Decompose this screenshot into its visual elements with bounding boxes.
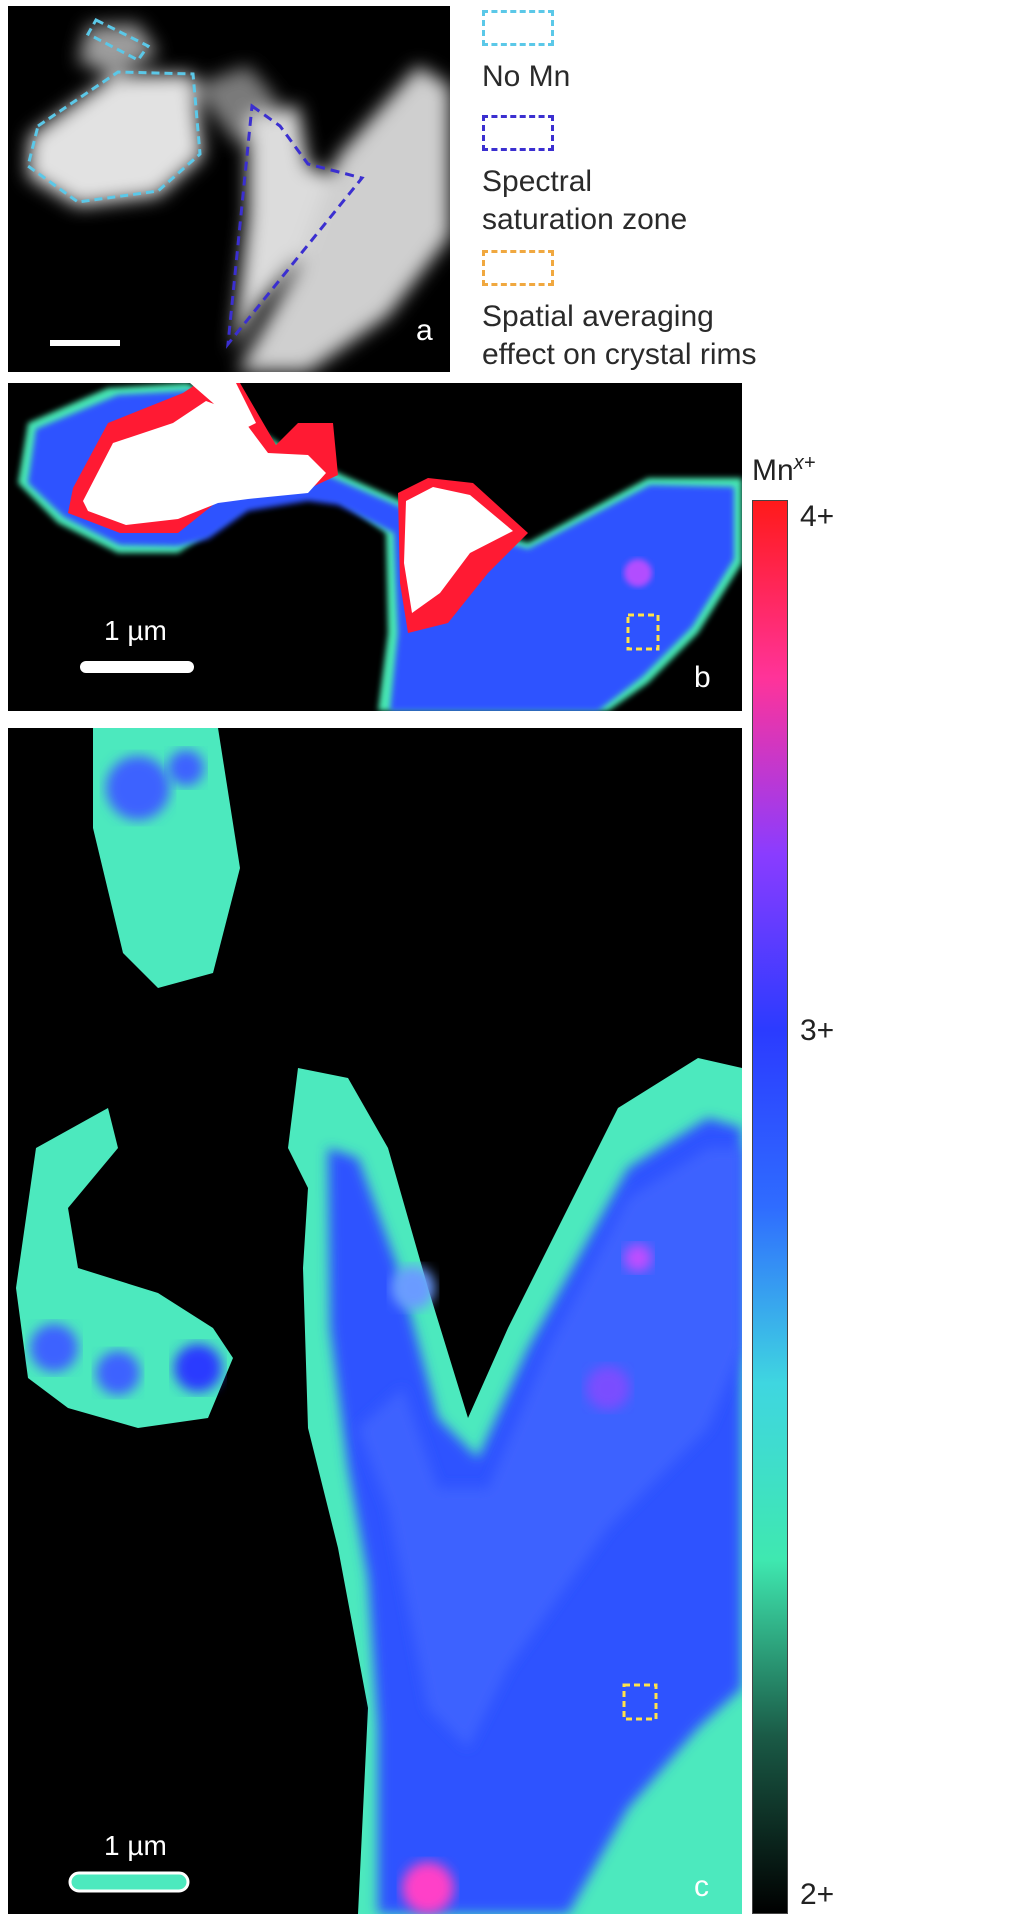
scale-label-c: 1 µm [104, 1830, 167, 1861]
colorbar-tick-3: 3+ [800, 1014, 835, 1047]
panel-letter-a: a [416, 314, 433, 347]
panel-a-greyscale-image: a [8, 6, 450, 372]
scale-bar-c [68, 1871, 190, 1893]
colorbar-tick-4: 4+ [800, 500, 835, 533]
panel-a-image [26, 18, 450, 372]
colorbar-title: Mnx+ [752, 452, 816, 487]
panel-letter-c: c [694, 1870, 709, 1903]
legend-swatch-blue [482, 115, 554, 151]
scale-label-b: 1 µm [104, 615, 167, 646]
legend-swatch-cyan [482, 10, 554, 46]
scale-bar [50, 340, 120, 346]
colorbar [752, 500, 788, 1914]
panel-b-oxidation-map: 1 µm b [8, 383, 742, 711]
legend-label-spectral-saturation: Spectral saturation zone [482, 165, 688, 236]
panel-letter-b: b [694, 661, 711, 694]
crystal-regions [18, 383, 742, 711]
legend-label-no-mn: No Mn [482, 60, 571, 93]
colorbar-tick-2: 2+ [800, 1878, 835, 1911]
panel-c-oxidation-map: 1 µm c [8, 728, 742, 1914]
panel-c-image [16, 728, 742, 1914]
legend-swatch-orange [482, 250, 554, 286]
legend-label-spatial-averaging: Spatial averaging effect on crystal rims [482, 300, 757, 371]
scale-bar-b [80, 661, 194, 673]
crystal-regions [16, 728, 742, 1914]
crystal-shapes [28, 24, 450, 372]
panel-b-image [18, 383, 742, 711]
